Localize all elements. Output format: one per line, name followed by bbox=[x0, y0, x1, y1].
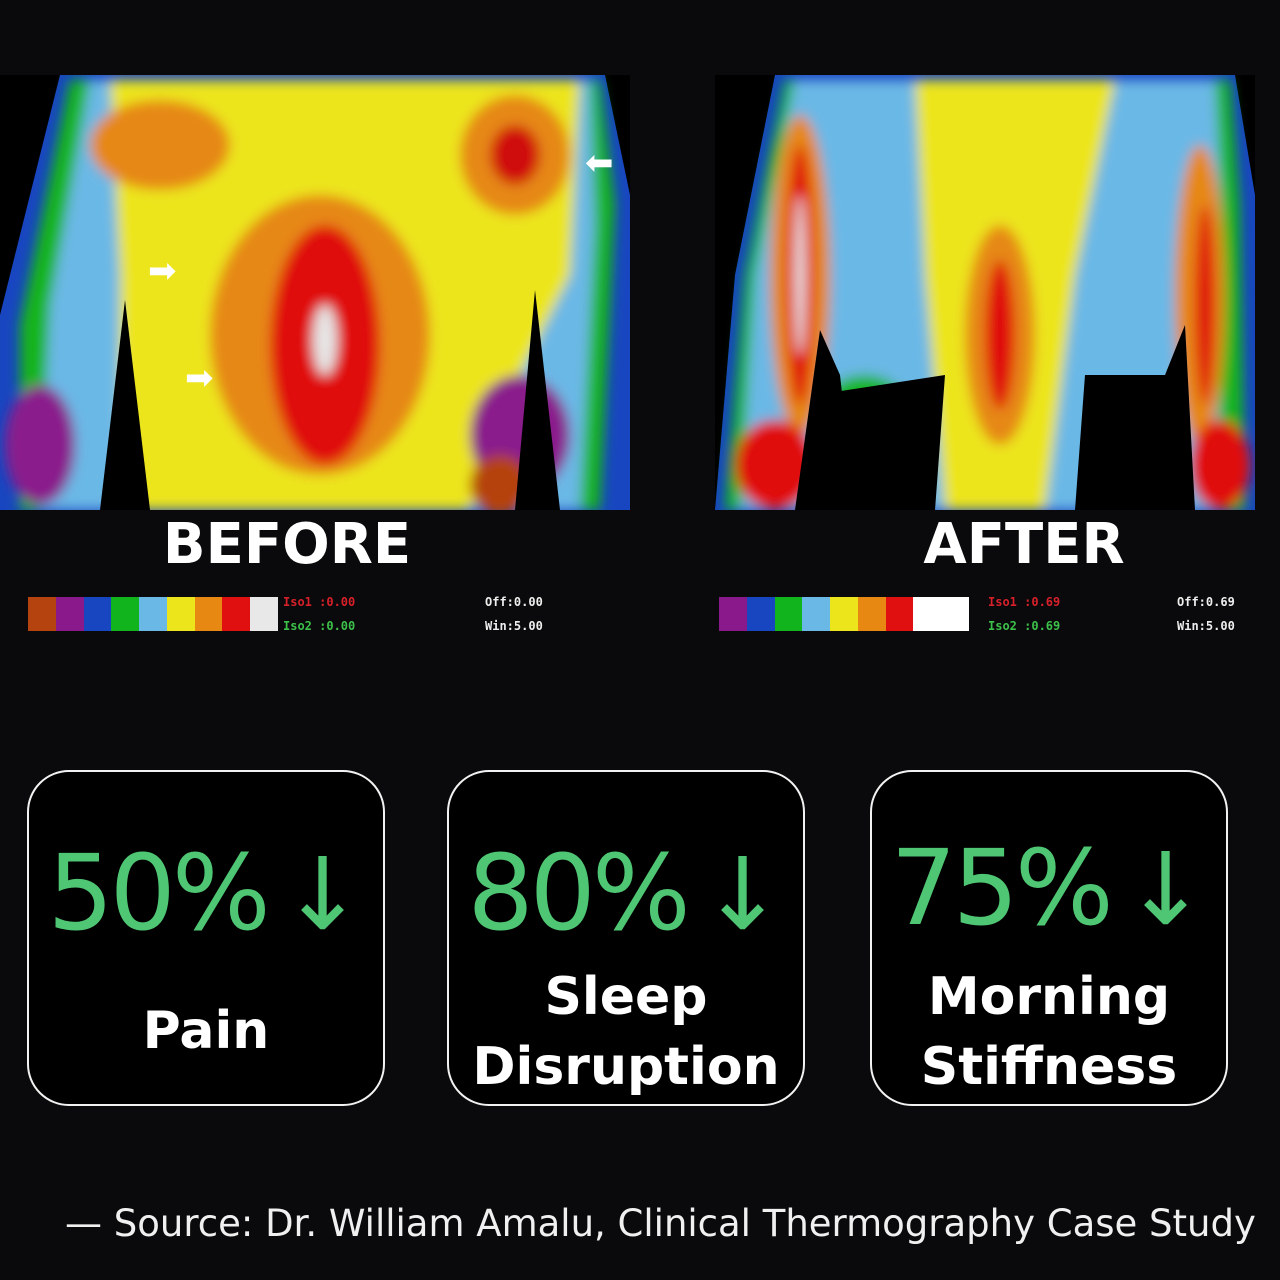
scale-swatch bbox=[941, 597, 970, 631]
scale-swatch bbox=[250, 597, 279, 631]
source-citation: — Source: Dr. William Amalu, Clinical Th… bbox=[65, 1202, 1256, 1245]
after-thermal-image bbox=[715, 75, 1255, 510]
down-arrow-icon: ↓ bbox=[280, 836, 365, 953]
before-label: BEFORE bbox=[162, 512, 412, 577]
scale-swatch bbox=[28, 597, 56, 631]
after-off: Off:0.69 bbox=[1177, 595, 1235, 609]
before-off: Off:0.00 bbox=[485, 595, 543, 609]
down-arrow-icon: ↓ bbox=[1123, 831, 1208, 948]
stat-value: 75% ↓ bbox=[890, 827, 1208, 949]
scale-swatch bbox=[857, 597, 886, 631]
arrow-marker-icon: ➡ bbox=[148, 251, 177, 291]
scale-swatch bbox=[55, 597, 84, 631]
after-color-scale bbox=[719, 597, 970, 631]
after-label: AFTER bbox=[923, 512, 1125, 577]
before-iso1: Iso1 :0.00 bbox=[283, 595, 356, 609]
scale-swatch bbox=[774, 597, 803, 631]
stat-card-stiffness: 75% ↓ Morning Stiffness bbox=[870, 770, 1228, 1106]
before-thermal-image: ⬅ ➡ ➡ bbox=[0, 75, 630, 510]
arrow-marker-icon: ⬅ bbox=[585, 143, 614, 183]
stat-label: Morning bbox=[927, 967, 1171, 1027]
before-win: Win:5.00 bbox=[485, 619, 543, 633]
scale-swatch bbox=[802, 597, 831, 631]
after-iso2: Iso2 :0.69 bbox=[988, 619, 1061, 633]
stat-label: Pain bbox=[142, 1001, 270, 1061]
before-color-scale bbox=[28, 597, 279, 631]
scale-swatch bbox=[885, 597, 914, 631]
scale-swatch bbox=[194, 597, 223, 631]
stat-label: Stiffness bbox=[920, 1037, 1178, 1097]
scale-swatch bbox=[746, 597, 775, 631]
scale-swatch bbox=[139, 597, 167, 631]
after-iso1: Iso1 :0.69 bbox=[988, 595, 1061, 609]
scale-swatch bbox=[913, 597, 942, 631]
stat-card-pain: 50% ↓ Pain bbox=[27, 770, 385, 1106]
stat-card-sleep: 80% ↓ Sleep Disruption bbox=[447, 770, 805, 1106]
scale-swatch bbox=[830, 597, 858, 631]
scale-swatch bbox=[111, 597, 140, 631]
down-arrow-icon: ↓ bbox=[700, 836, 785, 953]
scale-swatch bbox=[83, 597, 112, 631]
stat-value: 80% ↓ bbox=[467, 832, 785, 954]
scale-swatch bbox=[166, 597, 195, 631]
stat-label: Disruption bbox=[472, 1037, 780, 1097]
arrow-marker-icon: ➡ bbox=[185, 358, 214, 398]
before-iso2: Iso2 :0.00 bbox=[283, 619, 356, 633]
scale-swatch bbox=[222, 597, 251, 631]
scale-swatch bbox=[719, 597, 747, 631]
after-win: Win:5.00 bbox=[1177, 619, 1235, 633]
stat-value: 50% ↓ bbox=[47, 832, 365, 954]
stat-label: Sleep bbox=[544, 967, 708, 1027]
